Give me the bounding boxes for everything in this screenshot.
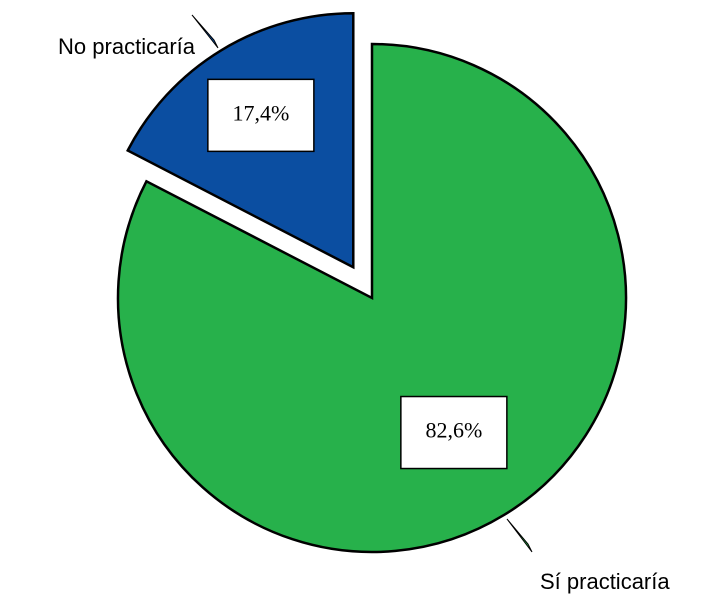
value-label-box <box>400 395 508 470</box>
value-label: 17,4% <box>232 100 289 125</box>
leader-line <box>191 14 219 49</box>
value-label-box <box>207 78 315 153</box>
leader-line <box>506 518 533 553</box>
category-label: No practicaría <box>58 34 196 59</box>
category-label: Sí practicaría <box>540 569 670 594</box>
value-label: 82,6% <box>425 418 482 443</box>
